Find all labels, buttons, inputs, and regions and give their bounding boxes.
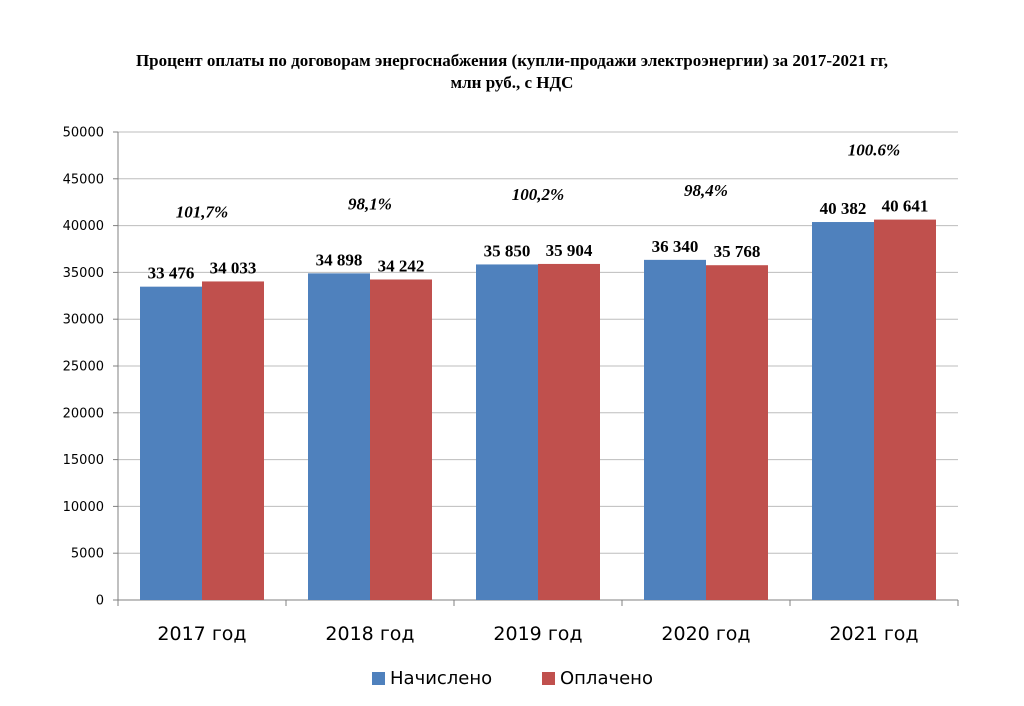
y-tick-label: 25000 [63,360,104,375]
y-tick-label: 0 [96,594,104,609]
legend-swatch-accrued [372,672,385,685]
x-tick-label: 2019 год [493,623,582,645]
x-tick-label: 2017 год [157,623,246,645]
bar-accrued [308,273,370,600]
data-label: 35 904 [546,241,593,260]
x-tick-label: 2020 год [661,623,750,645]
percent-annotation: 100,2% [512,185,564,204]
percent-annotation: 98,1% [348,194,392,213]
data-label: 33 476 [148,264,195,283]
data-label: 34 033 [210,258,257,277]
y-tick-label: 45000 [63,172,104,187]
bar-paid [706,265,768,600]
data-label: 35 850 [484,241,531,260]
bar-paid [538,263,600,600]
data-label: 40 382 [820,199,867,218]
bar-accrued [140,286,202,600]
chart-title-line-1: Процент оплаты по договорам энергоснабже… [135,51,889,70]
y-tick-label: 5000 [71,547,104,562]
percent-annotation: 100.6% [848,141,900,160]
legend-swatch-paid [542,672,555,685]
legend-label: Оплачено [560,668,653,689]
percent-annotation: 101,7% [176,202,228,221]
y-tick-label: 50000 [63,126,104,141]
x-tick-label: 2018 год [325,623,414,645]
data-label: 40 641 [882,197,929,216]
legend-label: Начислено [390,668,492,689]
y-tick-label: 10000 [63,500,104,515]
bar-paid [874,219,936,601]
chart-title: Процент оплаты по договорам энергоснабже… [0,50,1024,94]
data-label: 36 340 [652,237,699,256]
y-tick-label: 40000 [63,219,104,234]
x-tick-label: 2021 год [829,623,918,645]
y-tick-label: 15000 [63,453,104,468]
y-tick-label: 35000 [63,266,104,281]
y-tick-label: 30000 [63,313,104,328]
bar-accrued [812,222,874,600]
chart-title-line-2: млн руб., с НДС [450,73,574,92]
y-tick-label: 20000 [63,406,104,421]
bar-accrued [476,264,538,600]
data-label: 34 242 [378,256,425,275]
bar-paid [202,281,264,600]
percent-annotation: 98,4% [684,181,728,200]
data-label: 34 898 [316,250,363,269]
bar-accrued [644,259,706,600]
data-label: 35 768 [714,242,761,261]
bar-paid [370,279,432,600]
